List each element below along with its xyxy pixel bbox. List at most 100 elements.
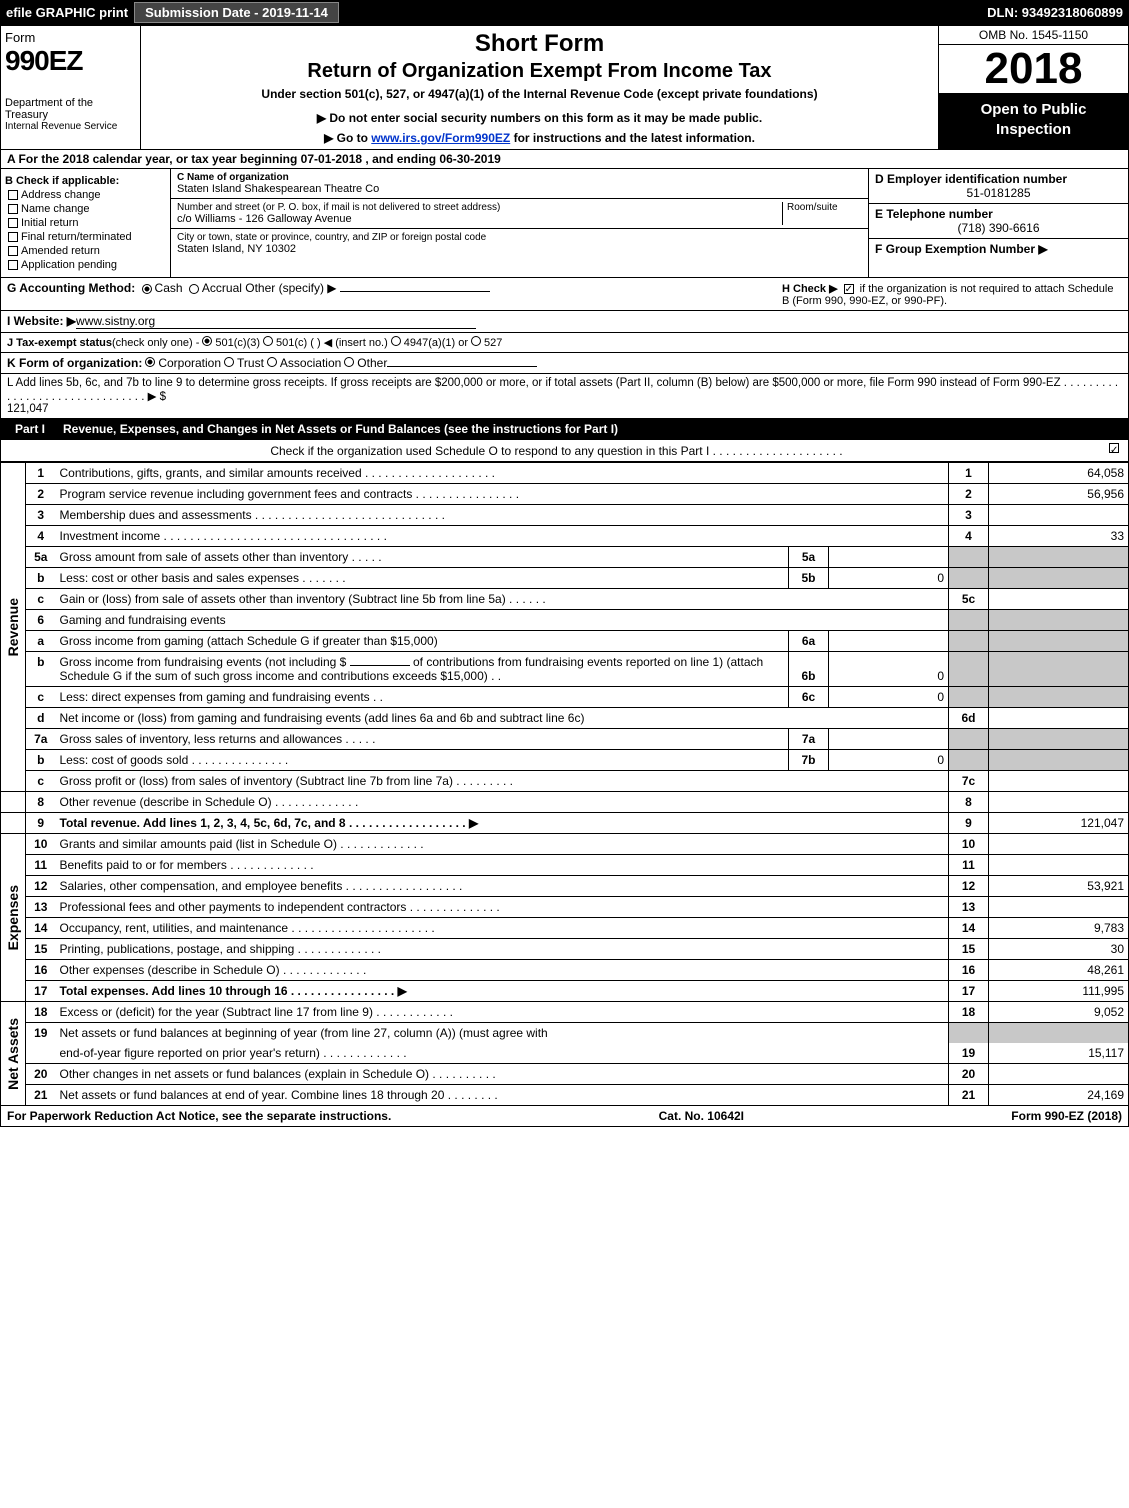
netassets-vert-cell: Net Assets <box>1 1002 26 1106</box>
radio-other-icon[interactable] <box>344 357 354 367</box>
line-3: 3 Membership dues and assessments . . . … <box>1 505 1129 526</box>
line-rnum: 10 <box>949 834 989 855</box>
label-room: Room/suite <box>787 202 862 213</box>
line-2: 2 Program service revenue including gove… <box>1 484 1129 505</box>
shaded-cell <box>949 750 989 771</box>
footer-left: For Paperwork Reduction Act Notice, see … <box>7 1109 391 1123</box>
j-opt3: 4947(a)(1) or <box>404 337 468 349</box>
line-value: 56,956 <box>989 484 1129 505</box>
website-value: www.sistny.org <box>76 314 476 329</box>
line-desc: Less: direct expenses from gaming and fu… <box>56 687 789 708</box>
section-c: C Name of organization Staten Island Sha… <box>171 169 868 277</box>
line-num: 4 <box>26 526 56 547</box>
radio-501c3-icon[interactable] <box>202 336 212 346</box>
ein-cell: D Employer identification number 51-0181… <box>869 169 1128 204</box>
irs-label: Internal Revenue Service <box>5 121 136 132</box>
radio-4947-icon[interactable] <box>391 336 401 346</box>
radio-assoc-icon[interactable] <box>267 357 277 367</box>
line-20: 20 Other changes in net assets or fund b… <box>1 1064 1129 1085</box>
sub-val <box>829 547 949 568</box>
line-rnum: 20 <box>949 1064 989 1085</box>
label-e: E Telephone number <box>875 207 1122 221</box>
sub-val <box>829 729 949 750</box>
part1-title: Revenue, Expenses, and Changes in Net As… <box>63 422 618 436</box>
shaded-cell <box>949 687 989 708</box>
checkbox-icon[interactable] <box>8 190 18 200</box>
radio-accrual-icon[interactable] <box>189 284 199 294</box>
shaded-cell <box>989 568 1129 589</box>
period-prefix: A For the 2018 calendar year, or tax yea… <box>7 152 301 166</box>
other-specify: Other (specify) ▶ <box>245 281 336 295</box>
line-value <box>989 897 1129 918</box>
check-label: Initial return <box>21 217 78 229</box>
radio-501c-icon[interactable] <box>263 336 273 346</box>
section-g: G Accounting Method: Cash Accrual Other … <box>7 281 782 295</box>
checkbox-icon[interactable] <box>8 204 18 214</box>
checkbox-icon[interactable] <box>8 246 18 256</box>
tax-year: 2018 <box>939 45 1128 94</box>
line-desc: Benefits paid to or for members . . . . … <box>56 855 949 876</box>
section-k-row: K Form of organization: Corporation Trus… <box>0 353 1129 374</box>
part1-checkbox-icon[interactable] <box>1109 443 1119 453</box>
k-corp: Corporation <box>158 356 221 370</box>
line-desc: Gross income from gaming (attach Schedul… <box>56 631 789 652</box>
line-9: 9 Total revenue. Add lines 1, 2, 3, 4, 5… <box>1 813 1129 834</box>
line-num: 8 <box>26 792 56 813</box>
expenses-vert-label: Expenses <box>5 885 21 950</box>
line-10: Expenses 10 Grants and similar amounts p… <box>1 834 1129 855</box>
line-value: 15,117 <box>989 1043 1129 1064</box>
line-desc: Gross sales of inventory, less returns a… <box>56 729 789 750</box>
section-d-e-f: D Employer identification number 51-0181… <box>868 169 1128 277</box>
line-desc: Total expenses. Add lines 10 through 16 … <box>56 981 949 1002</box>
line-value <box>989 792 1129 813</box>
line-num: 10 <box>26 834 56 855</box>
shaded-cell <box>989 1023 1129 1044</box>
irs-link[interactable]: www.irs.gov/Form990EZ <box>371 131 510 145</box>
revenue-vert-label: Revenue <box>5 598 21 656</box>
check-schedule-b-icon[interactable] <box>844 284 854 294</box>
line-num: 17 <box>26 981 56 1002</box>
checkbox-icon[interactable] <box>8 232 18 242</box>
radio-trust-icon[interactable] <box>224 357 234 367</box>
line-desc: Investment income . . . . . . . . . . . … <box>56 526 949 547</box>
line-rnum: 1 <box>949 463 989 484</box>
line-rnum: 7c <box>949 771 989 792</box>
phone-cell: E Telephone number (718) 390-6616 <box>869 204 1128 239</box>
line-value <box>989 771 1129 792</box>
checkbox-icon[interactable] <box>8 260 18 270</box>
department-label: Department of the Treasury <box>5 97 136 121</box>
label-h: H Check ▶ <box>782 283 838 295</box>
line-desc: Program service revenue including govern… <box>56 484 949 505</box>
form-number: 990EZ <box>5 45 136 77</box>
line-rnum: 3 <box>949 505 989 526</box>
l-value: 121,047 <box>7 403 49 415</box>
line-18: Net Assets 18 Excess or (deficit) for th… <box>1 1002 1129 1023</box>
line-7b: b Less: cost of goods sold . . . . . . .… <box>1 750 1129 771</box>
check-application-pending: Application pending <box>5 259 166 271</box>
line-num: d <box>26 708 56 729</box>
expenses-vert-cell: Expenses <box>1 834 26 1002</box>
line-rnum: 8 <box>949 792 989 813</box>
radio-cash-icon[interactable] <box>142 284 152 294</box>
under-section-text: Under section 501(c), 527, or 4947(a)(1)… <box>149 87 930 101</box>
line-value: 9,783 <box>989 918 1129 939</box>
sub-val: 0 <box>829 750 949 771</box>
line-num: c <box>26 771 56 792</box>
do-not-enter-text: ▶ Do not enter social security numbers o… <box>149 111 930 125</box>
line-desc: Other expenses (describe in Schedule O) … <box>56 960 949 981</box>
form-header: Form 990EZ Department of the Treasury In… <box>0 25 1129 150</box>
j-opt2: 501(c) ( ) ◀ (insert no.) <box>276 336 388 349</box>
line-desc: Net assets or fund balances at end of ye… <box>56 1085 949 1106</box>
line-value: 48,261 <box>989 960 1129 981</box>
label-g: G Accounting Method: <box>7 281 135 295</box>
line-6c: c Less: direct expenses from gaming and … <box>1 687 1129 708</box>
shaded-cell <box>949 568 989 589</box>
line-value: 33 <box>989 526 1129 547</box>
line-6: 6 Gaming and fundraising events <box>1 610 1129 631</box>
checkbox-icon[interactable] <box>8 218 18 228</box>
sub-num: 5b <box>789 568 829 589</box>
radio-527-icon[interactable] <box>471 336 481 346</box>
radio-corp-icon[interactable] <box>145 357 155 367</box>
submission-date-button[interactable]: Submission Date - 2019-11-14 <box>134 2 339 23</box>
org-name-cell: C Name of organization Staten Island Sha… <box>171 169 868 199</box>
